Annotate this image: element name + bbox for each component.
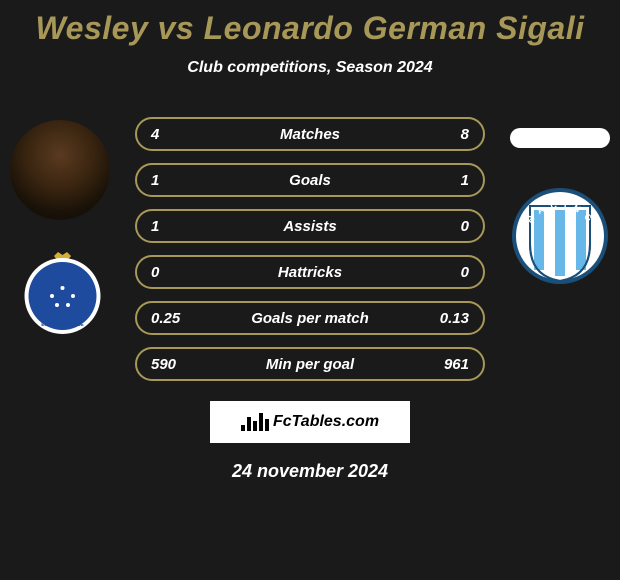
stat-row: 1 Goals 1 — [135, 163, 485, 197]
stat-label: Min per goal — [211, 356, 409, 373]
stat-label: Goals per match — [211, 310, 409, 327]
stat-right-value: 8 — [409, 126, 469, 143]
stat-left-value: 1 — [151, 218, 211, 235]
stats-list: 4 Matches 8 1 Goals 1 1 Assists 0 0 Hatt… — [135, 117, 485, 381]
stat-label: Goals — [211, 172, 409, 189]
stat-left-value: 0.25 — [151, 310, 211, 327]
stat-left-value: 0 — [151, 264, 211, 281]
stat-right-value: 961 — [409, 356, 469, 373]
stat-right-value: 1 — [409, 172, 469, 189]
stat-left-value: 1 — [151, 172, 211, 189]
stat-label: Hattricks — [211, 264, 409, 281]
stat-row: 4 Matches 8 — [135, 117, 485, 151]
stat-right-value: 0.13 — [409, 310, 469, 327]
stat-label: Assists — [211, 218, 409, 235]
footer-date: 24 november 2024 — [0, 461, 620, 482]
stat-label: Matches — [211, 126, 409, 143]
stat-right-value: 0 — [409, 264, 469, 281]
stat-row: 0.25 Goals per match 0.13 — [135, 301, 485, 335]
subtitle: Club competitions, Season 2024 — [0, 59, 620, 77]
stat-row: 590 Min per goal 961 — [135, 347, 485, 381]
stat-right-value: 0 — [409, 218, 469, 235]
page-title: Wesley vs Leonardo German Sigali — [0, 0, 620, 47]
stat-row: 0 Hattricks 0 — [135, 255, 485, 289]
footer-brand-badge[interactable]: FcTables.com — [210, 401, 410, 443]
footer-brand-text: FcTables.com — [273, 413, 379, 431]
stats-container: 4 Matches 8 1 Goals 1 1 Assists 0 0 Hatt… — [0, 117, 620, 381]
chart-icon — [241, 413, 269, 431]
stat-row: 1 Assists 0 — [135, 209, 485, 243]
stat-left-value: 590 — [151, 356, 211, 373]
stat-left-value: 4 — [151, 126, 211, 143]
